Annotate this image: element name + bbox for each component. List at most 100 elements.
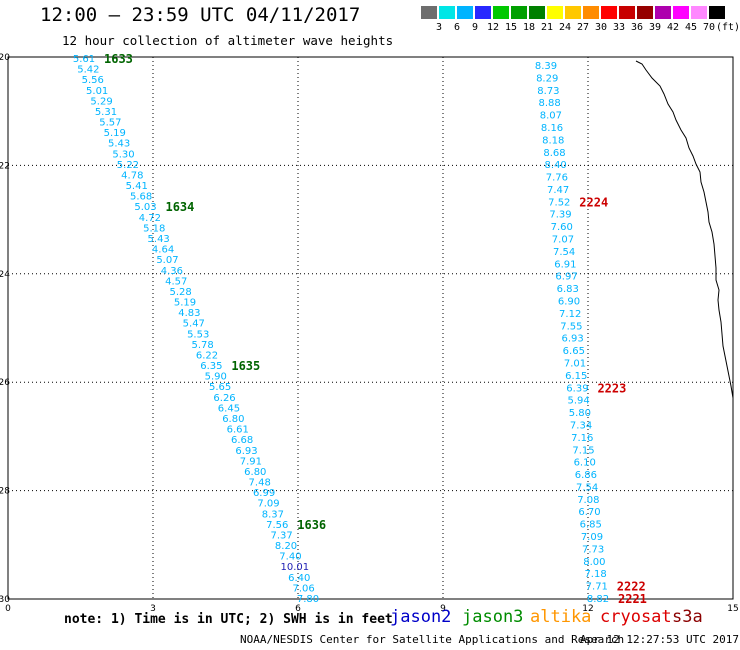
swh-value-jason3: 5.78 <box>191 340 213 351</box>
swh-value-cryosat: 7.01 <box>564 358 586 369</box>
pass-number-label: 1633 <box>104 52 133 66</box>
swh-value-jason3: 5.01 <box>86 86 108 97</box>
swh-value-jason3: 5.65 <box>209 382 231 393</box>
swh-value-jason3: 5.41 <box>126 181 148 192</box>
swh-value-jason3: 6.45 <box>218 403 240 414</box>
legend-label: 24 <box>558 22 572 33</box>
swh-value-jason3: 7.91 <box>240 456 262 467</box>
swh-value-jason3: 5.90 <box>205 372 227 383</box>
swh-value-jason3: 8.37 <box>262 509 284 520</box>
pass-number-label: 1634 <box>165 200 194 214</box>
altimeter-tracks: 5.615.425.565.015.295.315.575.195.435.30… <box>73 52 647 606</box>
legend-label: 18 <box>522 22 536 33</box>
coastline <box>635 60 734 399</box>
pass-number-label: 2221 <box>618 592 647 606</box>
swh-value-cryosat: 7.39 <box>549 210 571 221</box>
lon-tick-label: 0 <box>5 604 11 614</box>
swh-value-cryosat: 8.39 <box>535 61 557 72</box>
swh-value-jason3: 7.56 <box>266 520 288 531</box>
swh-value-jason3: 6.93 <box>235 446 257 457</box>
swh-value-jason3: 5.43 <box>148 234 170 245</box>
swh-value-cryosat: 8.88 <box>538 98 560 109</box>
swh-value-cryosat: 8.82 <box>587 594 609 605</box>
swh-value-cryosat: 7.52 <box>548 197 570 208</box>
swh-value-cryosat: 8.73 <box>537 86 559 97</box>
swh-value-jason3: 8.20 <box>275 541 297 552</box>
swh-value-cryosat: 7.55 <box>560 321 582 332</box>
swh-value-cryosat: 6.65 <box>563 346 585 357</box>
swh-value-jason3: 4.72 <box>139 213 161 224</box>
legend-swatch <box>637 6 653 19</box>
legend-unit: (ft) <box>716 22 740 33</box>
satellite-name-jason3: jason3 <box>462 607 524 627</box>
swh-value-cryosat: 8.00 <box>583 557 605 568</box>
legend-label: 6 <box>453 22 461 33</box>
legend-swatch <box>547 6 563 19</box>
swh-value-jason3: 7.48 <box>249 478 271 489</box>
swh-value-jason3: 6.35 <box>200 361 222 372</box>
swh-value-cryosat: 7.12 <box>559 309 581 320</box>
legend-swatch <box>691 6 707 19</box>
swh-value-jason3: 4.64 <box>152 245 174 256</box>
credit-line: NOAA/NESDIS Center for Satellite Applica… <box>240 633 625 646</box>
pass-number-label: 1636 <box>297 518 326 532</box>
swh-value-jason3: 7.06 <box>292 583 314 594</box>
legend-swatch <box>673 6 689 19</box>
swh-value-jason3: 5.47 <box>183 319 205 330</box>
swh-value-cryosat: 8.18 <box>542 135 564 146</box>
swh-value-jason3: 6.40 <box>288 573 310 584</box>
legend-swatch <box>421 6 437 19</box>
swh-value-cryosat: 6.70 <box>578 507 600 518</box>
legend-swatch <box>601 6 617 19</box>
lon-tick-label: 9 <box>440 604 446 614</box>
swh-value-cryosat: 7.60 <box>551 222 573 233</box>
legend-label: 36 <box>630 22 644 33</box>
legend-swatch <box>529 6 545 19</box>
legend-label: 45 <box>684 22 698 33</box>
lat-tick-label: -26 <box>0 378 10 388</box>
swh-value-jason3: 6.80 <box>244 467 266 478</box>
satellite-name-cryosat: cryosat <box>600 607 672 627</box>
pass-number-label: 2224 <box>579 195 608 209</box>
swh-value-jason3: 4.36 <box>161 266 183 277</box>
lon-tick-label: 3 <box>150 604 156 614</box>
legend-label: 39 <box>648 22 662 33</box>
swh-value-jason3: 5.53 <box>187 329 209 340</box>
lat-tick-label: -22 <box>0 161 10 171</box>
swh-value-cryosat: 7.73 <box>582 544 604 555</box>
pass-number-label: 1635 <box>231 359 260 373</box>
swh-value-jason3: 5.29 <box>90 96 112 107</box>
satellite-name-s3a: s3a <box>672 607 703 627</box>
swh-value-cryosat: 8.29 <box>536 73 558 84</box>
swh-value-jason3: 5.31 <box>95 107 117 118</box>
legend-swatch <box>565 6 581 19</box>
swh-value-jason3: 4.57 <box>165 276 187 287</box>
swh-value-cryosat: 6.93 <box>561 334 583 345</box>
legend-label: 15 <box>504 22 518 33</box>
swh-value-jason3: 5.30 <box>112 149 134 160</box>
legend-swatch <box>475 6 491 19</box>
swh-value-jason3: 4.78 <box>121 170 143 181</box>
swh-value-jason3: 6.80 <box>222 414 244 425</box>
swh-value-cryosat: 7.71 <box>586 582 608 593</box>
map-grid: 0 3 6 9 12 15 -20 -22 -24 -26 -28 -30 <box>0 53 739 614</box>
swh-value-cryosat: 7.09 <box>581 532 603 543</box>
legend-label: 70 <box>702 22 716 33</box>
swh-value-cryosat: 6.91 <box>554 259 576 270</box>
lat-tick-label: -24 <box>0 270 10 280</box>
swh-value-jason3: 6.26 <box>213 393 235 404</box>
swh-value-jason3: 5.61 <box>73 54 95 65</box>
legend-label: 33 <box>612 22 626 33</box>
swh-value-cryosat: 7.54 <box>576 482 598 493</box>
legend-label: 27 <box>576 22 590 33</box>
swh-value-cryosat: 8.16 <box>541 123 563 134</box>
swh-value-cryosat: 8.68 <box>543 148 565 159</box>
legend-swatch <box>583 6 599 19</box>
swh-value-cryosat: 6.85 <box>580 520 602 531</box>
satellite-name-altika: altika <box>530 607 592 627</box>
swh-value-cryosat: 6.86 <box>575 470 597 481</box>
swh-value-cryosat: 5.94 <box>568 396 590 407</box>
lon-tick-label: 12 <box>582 604 593 614</box>
legend-swatch <box>439 6 455 19</box>
swh-value-cryosat: 5.80 <box>569 408 591 419</box>
